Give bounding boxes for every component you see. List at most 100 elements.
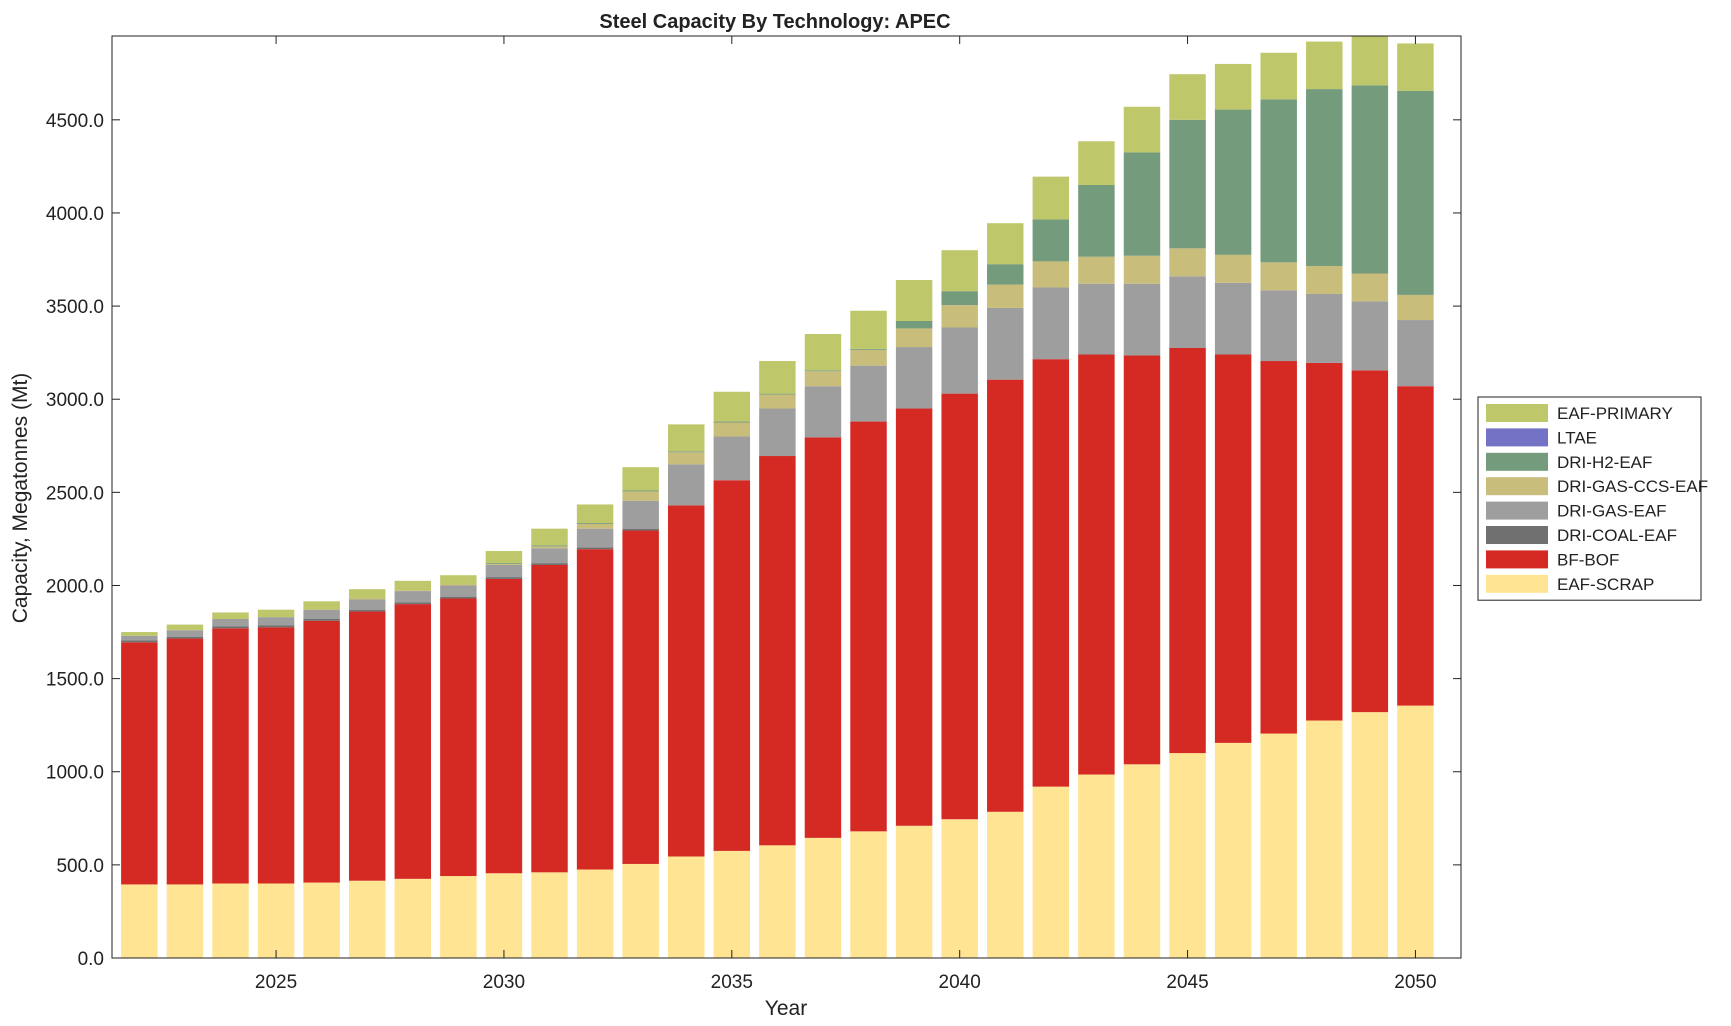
legend-swatch-bf-bof xyxy=(1486,550,1548,569)
y-tick-label: 0.0 xyxy=(78,949,104,970)
bar-dri-gas-eaf-2022 xyxy=(121,635,158,641)
bar-dri-h2-eaf-2034 xyxy=(668,451,705,453)
bar-dri-gas-eaf-2029 xyxy=(440,585,477,597)
bar-eaf-primary-2037 xyxy=(804,334,842,371)
x-tick-label: 2035 xyxy=(711,972,753,993)
bars-layer xyxy=(121,36,1434,958)
bar-dri-gas-ccs-eaf-2030 xyxy=(485,564,523,565)
bar-dri-gas-eaf-2031 xyxy=(531,548,568,564)
bar-bf-bof-2046 xyxy=(1214,354,1252,743)
bar-eaf-scrap-2041 xyxy=(987,811,1024,958)
y-tick-label: 4500.0 xyxy=(46,111,104,132)
bar-dri-gas-eaf-2030 xyxy=(485,564,523,578)
bar-bf-bof-2050 xyxy=(1397,386,1434,706)
bar-dri-h2-eaf-2041 xyxy=(987,264,1024,285)
bar-eaf-primary-2033 xyxy=(622,467,659,491)
bar-eaf-primary-2023 xyxy=(166,624,204,631)
bar-eaf-scrap-2023 xyxy=(166,884,204,958)
bar-dri-gas-ccs-eaf-2034 xyxy=(668,452,705,465)
bar-dri-gas-ccs-eaf-2044 xyxy=(1123,255,1161,284)
bar-eaf-primary-2034 xyxy=(668,424,705,452)
bar-eaf-scrap-2035 xyxy=(713,850,751,958)
bar-bf-bof-2031 xyxy=(531,564,568,873)
bar-eaf-scrap-2030 xyxy=(485,873,523,958)
bar-dri-coal-eaf-2033 xyxy=(622,528,659,531)
x-tick-label: 2040 xyxy=(939,972,981,993)
y-tick-label: 3000.0 xyxy=(46,390,104,411)
bar-dri-gas-ccs-eaf-2027 xyxy=(348,598,386,600)
bar-eaf-primary-2046 xyxy=(1214,63,1252,110)
bar-bf-bof-2029 xyxy=(440,598,477,877)
bar-bf-bof-2024 xyxy=(212,628,249,884)
bar-bf-bof-2023 xyxy=(166,638,204,885)
bar-dri-h2-eaf-2048 xyxy=(1306,89,1343,267)
legend-label-bf-bof: BF-BOF xyxy=(1557,550,1619,569)
bar-eaf-primary-2022 xyxy=(121,632,158,636)
bar-dri-h2-eaf-2031 xyxy=(531,545,568,547)
bar-eaf-primary-2024 xyxy=(212,612,249,619)
bar-dri-gas-eaf-2041 xyxy=(987,307,1024,380)
bar-dri-coal-eaf-2026 xyxy=(303,619,340,621)
bar-dri-gas-eaf-2044 xyxy=(1123,283,1161,356)
bar-eaf-scrap-2049 xyxy=(1351,712,1389,958)
bar-dri-gas-ccs-eaf-2040 xyxy=(941,305,978,328)
bar-dri-gas-ccs-eaf-2036 xyxy=(759,394,796,409)
bar-eaf-primary-2043 xyxy=(1078,141,1115,186)
bar-dri-gas-ccs-eaf-2045 xyxy=(1169,248,1206,277)
bar-bf-bof-2042 xyxy=(1032,359,1070,787)
bar-dri-h2-eaf-2036 xyxy=(759,393,796,395)
bar-eaf-scrap-2029 xyxy=(440,876,477,958)
bar-dri-gas-eaf-2043 xyxy=(1078,283,1115,355)
bar-dri-h2-eaf-2044 xyxy=(1123,152,1161,256)
bar-dri-coal-eaf-2032 xyxy=(576,547,614,550)
bar-dri-h2-eaf-2035 xyxy=(713,421,751,423)
bar-dri-gas-eaf-2026 xyxy=(303,609,340,619)
bar-bf-bof-2048 xyxy=(1306,362,1343,721)
bar-dri-gas-eaf-2033 xyxy=(622,500,659,529)
bar-eaf-scrap-2031 xyxy=(531,872,568,958)
y-tick-label: 3500.0 xyxy=(46,297,104,318)
bar-eaf-scrap-2043 xyxy=(1078,774,1115,958)
legend-label-dri-gas-eaf: DRI-GAS-EAF xyxy=(1557,502,1667,521)
bar-bf-bof-2027 xyxy=(348,611,386,881)
bar-dri-gas-eaf-2049 xyxy=(1351,301,1389,371)
legend-swatch-eaf-scrap xyxy=(1486,574,1548,593)
bar-dri-gas-ccs-eaf-2028 xyxy=(394,590,432,592)
bar-dri-gas-eaf-2038 xyxy=(850,365,887,422)
bar-dri-gas-ccs-eaf-2048 xyxy=(1306,266,1343,294)
bar-eaf-scrap-2027 xyxy=(348,880,386,958)
bar-dri-gas-eaf-2024 xyxy=(212,619,249,627)
bar-eaf-scrap-2026 xyxy=(303,882,340,958)
bar-eaf-primary-2050 xyxy=(1397,43,1434,91)
legend-label-dri-gas-ccs-eaf: DRI-GAS-CCS-EAF xyxy=(1557,477,1708,496)
bar-dri-gas-ccs-eaf-2049 xyxy=(1351,273,1389,302)
bar-dri-h2-eaf-2040 xyxy=(941,291,978,306)
bar-dri-h2-eaf-2047 xyxy=(1260,99,1297,263)
bar-bf-bof-2036 xyxy=(759,456,796,846)
legend-swatch-eaf-primary xyxy=(1486,404,1548,422)
bar-dri-gas-eaf-2023 xyxy=(166,630,204,637)
x-tick-label: 2045 xyxy=(1166,972,1208,993)
bar-dri-gas-ccs-eaf-2039 xyxy=(895,328,933,348)
bar-dri-coal-eaf-2031 xyxy=(531,563,568,565)
bar-dri-gas-eaf-2039 xyxy=(895,347,933,409)
bar-bf-bof-2035 xyxy=(713,480,751,851)
bar-dri-h2-eaf-2050 xyxy=(1397,90,1434,295)
bar-dri-h2-eaf-2049 xyxy=(1351,85,1389,274)
bar-dri-gas-ccs-eaf-2041 xyxy=(987,284,1024,308)
bar-bf-bof-2044 xyxy=(1123,355,1161,765)
bar-dri-gas-eaf-2035 xyxy=(713,436,751,481)
bar-bf-bof-2047 xyxy=(1260,361,1297,734)
bar-eaf-primary-2041 xyxy=(987,223,1024,265)
bar-eaf-primary-2042 xyxy=(1032,176,1070,220)
bar-dri-gas-eaf-2045 xyxy=(1169,276,1206,348)
bar-dri-gas-ccs-eaf-2033 xyxy=(622,491,659,501)
bar-dri-gas-eaf-2042 xyxy=(1032,287,1070,360)
bar-eaf-primary-2048 xyxy=(1306,41,1343,90)
bar-eaf-primary-2047 xyxy=(1260,52,1297,100)
legend-swatch-dri-h2-eaf xyxy=(1486,452,1548,471)
bar-dri-gas-ccs-eaf-2035 xyxy=(713,422,751,437)
bar-dri-gas-eaf-2036 xyxy=(759,408,796,457)
